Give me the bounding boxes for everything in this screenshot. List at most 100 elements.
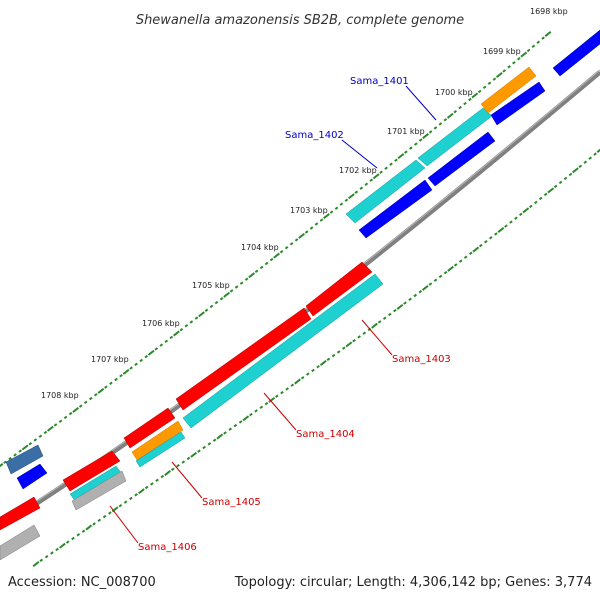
- inner-major-tick: [190, 451, 198, 458]
- outer-minor-tick: [139, 358, 143, 363]
- outer-minor-tick: [58, 419, 63, 423]
- inner-minor-tick: [39, 558, 44, 563]
- inner-major-tick: [421, 284, 429, 291]
- outer-major-tick: [471, 92, 479, 99]
- inner-minor-tick: [238, 420, 243, 424]
- inner-minor-tick: [458, 259, 463, 263]
- outer-minor-tick: [414, 142, 418, 146]
- gene-label-sama-1401[interactable]: Sama_1401: [350, 76, 409, 87]
- inner-minor-tick: [438, 274, 443, 279]
- outer-major-tick: [198, 311, 205, 318]
- outer-major-tick: [520, 51, 528, 58]
- outer-minor-tick: [28, 441, 33, 446]
- outer-major-tick: [0, 463, 4, 469]
- outer-major-tick: [348, 193, 355, 200]
- outer-minor-tick: [259, 265, 264, 270]
- kbp-label-1700: 1700 kbp: [435, 88, 473, 97]
- feature-red-sama-1406: [62, 450, 121, 492]
- outer-minor-tick: [134, 362, 138, 367]
- kbp-label-1703: 1703 kbp: [290, 206, 328, 215]
- inner-major-tick: [138, 488, 145, 495]
- outer-minor-tick: [8, 456, 12, 461]
- inner-minor-tick: [102, 514, 107, 519]
- outer-minor-tick: [234, 285, 239, 289]
- inner-minor-tick: [186, 456, 191, 461]
- inner-minor-tick: [207, 442, 212, 446]
- inner-minor-tick: [393, 308, 397, 313]
- inner-minor-tick: [443, 270, 448, 275]
- outer-minor-tick: [244, 277, 249, 281]
- outer-minor-tick: [458, 105, 462, 110]
- inner-minor-tick: [44, 554, 49, 559]
- outer-major-tick: [147, 349, 155, 356]
- inner-minor-tick: [285, 387, 289, 391]
- gene-label-sama-1406[interactable]: Sama_1406: [138, 542, 197, 553]
- inner-minor-tick: [223, 431, 227, 435]
- inner-minor-tick: [583, 160, 588, 164]
- inner-minor-tick: [538, 196, 543, 201]
- inner-minor-tick: [504, 224, 508, 228]
- outer-major-tick: [72, 406, 80, 413]
- callout-sama-1403: [361, 319, 393, 356]
- inner-tick-ring: [32, 147, 600, 567]
- inner-major-tick: [522, 207, 530, 214]
- outer-major-tick: [273, 252, 280, 259]
- gene-label-sama-1403[interactable]: Sama_1403: [392, 354, 451, 365]
- inner-minor-tick: [326, 357, 331, 362]
- inner-minor-tick: [484, 239, 488, 244]
- gene-label-sama-1404[interactable]: Sama_1404: [296, 429, 355, 440]
- kbp-label-1701: 1701 kbp: [387, 127, 425, 136]
- outer-minor-tick: [154, 347, 159, 351]
- outer-minor-tick: [43, 430, 48, 435]
- outer-minor-tick: [384, 166, 388, 170]
- inner-minor-tick: [129, 496, 133, 501]
- feature-blue-sama-1402: [358, 179, 433, 239]
- outer-major-tick: [446, 112, 454, 119]
- outer-minor-tick: [359, 186, 364, 190]
- feature-red-sama-1403: [305, 261, 373, 317]
- feature-cyan-sama-1403: [182, 273, 384, 429]
- inner-minor-tick: [71, 536, 75, 541]
- kbp-label-1698: 1698 kbp: [530, 7, 568, 16]
- inner-minor-tick: [494, 232, 498, 236]
- inner-minor-tick: [377, 320, 382, 324]
- inner-major-tick: [294, 378, 301, 385]
- inner-minor-tick: [463, 255, 468, 259]
- outer-minor-tick: [89, 396, 93, 401]
- inner-major-tick: [371, 322, 378, 329]
- inner-major-tick: [164, 470, 171, 476]
- inner-minor-tick: [553, 184, 558, 189]
- inner-minor-tick: [489, 236, 493, 240]
- gene-labels: Sama_1401 Sama_1402 Sama_1403 Sama_1404 …: [138, 76, 451, 553]
- outer-minor-tick: [468, 97, 472, 102]
- inner-minor-tick: [160, 474, 165, 479]
- inner-minor-tick: [469, 251, 473, 256]
- outer-minor-tick: [329, 210, 334, 214]
- inner-major-tick: [59, 542, 66, 549]
- outer-minor-tick: [78, 404, 83, 408]
- feature-red-edge: [0, 496, 41, 531]
- outer-minor-tick: [418, 138, 423, 142]
- inner-minor-tick: [336, 350, 341, 354]
- outer-minor-tick: [463, 101, 467, 106]
- map-title: Shewanella amazonensis SB2B, complete ge…: [136, 13, 464, 28]
- outer-minor-tick: [482, 85, 487, 90]
- outer-minor-tick: [144, 354, 148, 359]
- outer-minor-tick: [214, 300, 219, 305]
- kbp-label-1706: 1706 kbp: [142, 319, 180, 328]
- outer-minor-tick: [294, 238, 299, 242]
- outer-minor-tick: [339, 202, 344, 206]
- outer-minor-tick: [239, 281, 244, 285]
- inner-minor-tick: [514, 216, 518, 220]
- outer-minor-tick: [492, 77, 497, 81]
- outer-minor-tick: [179, 327, 184, 332]
- outer-minor-tick: [254, 269, 259, 274]
- gene-label-sama-1402[interactable]: Sama_1402: [285, 130, 344, 141]
- outer-minor-tick: [279, 249, 284, 254]
- feature-red-sama-1405: [123, 407, 176, 449]
- callout-sama-1401: [405, 85, 437, 121]
- inner-minor-tick: [259, 405, 264, 410]
- inner-minor-tick: [197, 449, 201, 453]
- gene-label-sama-1405[interactable]: Sama_1405: [202, 497, 261, 508]
